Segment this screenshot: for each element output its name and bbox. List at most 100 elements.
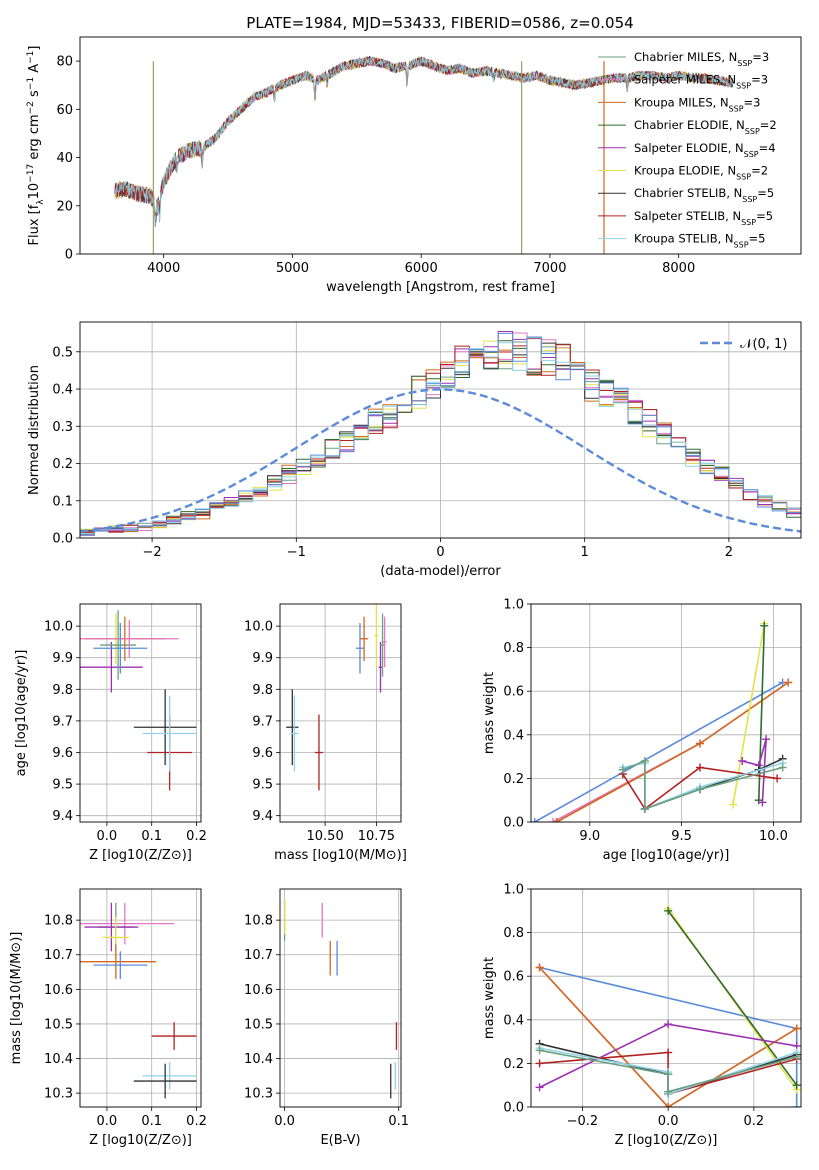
y-tick-label: 9.4	[252, 809, 273, 824]
normal-curve	[80, 388, 801, 533]
age-vs-mass-points	[286, 604, 387, 791]
y-axis-label-part: ]	[27, 46, 42, 51]
y-tick-label: 9.5	[252, 778, 273, 793]
x-tick-label: 4000	[147, 261, 180, 276]
y-tick-label: 0.3	[52, 420, 73, 435]
weight-vs-age-panel: 9.0 9.5 10.0 0.0 0.2 0.4 0.6 0.8 1.0 age [log10(a…	[482, 598, 802, 863]
y-tick-label: 0.1	[52, 494, 73, 509]
y-tick-label: 80	[56, 55, 73, 70]
y-axis-label: mass weight	[482, 957, 497, 1039]
y-axis-label-part: −1	[26, 77, 36, 90]
legend-label: Kroupa STELIB, NSSP=5	[634, 232, 765, 250]
y-tick-label: 10.0	[244, 620, 273, 635]
x-tick-label: 10.50	[307, 829, 344, 844]
x-tick-label: −0.2	[567, 1114, 599, 1129]
y-tick-label: 9.8	[52, 683, 73, 698]
x-tick-label: 6000	[405, 261, 438, 276]
y-axis-label-part: A	[27, 64, 42, 77]
y-axis-label-part: Flux [f	[27, 204, 42, 245]
x-tick-label: 0.0	[97, 1114, 118, 1129]
y-axis-label-part: −1	[26, 51, 36, 64]
y-tick-label: 9.9	[52, 651, 73, 666]
y-tick-label: 10.7	[244, 948, 273, 963]
x-tick-label: 0	[436, 545, 444, 560]
y-tick-label: 0.0	[52, 532, 73, 547]
y-tick-label: 0.4	[503, 728, 524, 743]
x-tick-label: 7000	[533, 261, 566, 276]
y-tick-label: 0.6	[503, 685, 524, 700]
legend-label: Kroupa ELODIE, NSSP=2	[634, 164, 768, 182]
y-tick-label: 9.6	[252, 746, 273, 761]
legend-label-value: =4	[759, 141, 776, 155]
legend-label: Kroupa MILES, NSSP=3	[634, 95, 760, 113]
y-tick-label: 10.8	[244, 914, 273, 929]
y-axis-label: age [log10(age/yr)]	[14, 650, 29, 777]
legend-label: Chabrier ELODIE, NSSP=2	[634, 118, 777, 136]
x-tick-label: 10.75	[358, 829, 395, 844]
y-axis-label-part: −2	[26, 101, 36, 114]
x-tick-label: 0.0	[274, 1114, 295, 1129]
y-tick-label: 0.0	[503, 1101, 524, 1116]
mass-vs-Z-panel: 0.0 0.1 0.2 10.3 10.4 10.5 10.6 10.7 10.8 Z [log1…	[9, 888, 207, 1148]
legend-label-sub: SSP	[745, 127, 760, 136]
y-tick-label: 10.8	[44, 914, 73, 929]
y-tick-label: 1.0	[503, 883, 524, 898]
y-axis-label-part: 10	[27, 183, 42, 200]
weight-line	[741, 738, 767, 803]
legend-label-value: =3	[751, 73, 768, 87]
weight-line	[732, 623, 766, 805]
x-tick-label: 1	[581, 545, 589, 560]
legend-label-name: Kroupa MILES, N	[634, 95, 729, 109]
weight-line	[622, 766, 778, 811]
y-tick-label: 9.9	[252, 651, 273, 666]
x-axis-label: Z [log10(Z/Z⊙)]	[89, 1133, 192, 1148]
legend-label-value: =5	[749, 232, 766, 246]
legend-label-name: Salpeter ELODIE, N	[634, 141, 744, 155]
legend-label-sub: SSP	[737, 59, 752, 68]
y-tick-label: 9.8	[252, 683, 273, 698]
x-tick-label: 0.1	[388, 1114, 409, 1129]
x-tick-label: −1	[287, 545, 306, 560]
y-tick-label: 10.4	[44, 1052, 73, 1067]
weight-vs-Z-lines	[535, 904, 801, 1107]
x-tick-label: 0.2	[186, 1114, 207, 1129]
legend-label-name: Chabrier STELIB, N	[634, 186, 742, 200]
legend-label-name: Kroupa STELIB, N	[634, 232, 734, 246]
y-tick-label: 0.2	[52, 457, 73, 472]
mass-vs-EBV-panel: 0.0 0.1 10.3 10.4 10.5 10.6 10.7 10.8 E(B-V)	[244, 888, 409, 1148]
y-axis-label-part: −17	[26, 164, 36, 183]
y-tick-label: 60	[56, 103, 73, 118]
weight-line	[758, 625, 766, 801]
y-tick-label: 0.4	[52, 383, 73, 398]
x-axis-label: Z [log10(Z/Z⊙)]	[89, 848, 192, 863]
y-axis-label: mass weight	[482, 672, 497, 754]
y-tick-label: 0.2	[503, 772, 524, 787]
legend-label-name: Salpeter MILES, N	[634, 73, 736, 87]
x-tick-label: 9.5	[671, 829, 692, 844]
y-tick-label: 1.0	[503, 598, 524, 613]
y-axis-label: Normed distribution	[27, 365, 42, 495]
y-tick-label: 10.3	[44, 1087, 73, 1102]
y-tick-label: 9.5	[52, 778, 73, 793]
plot-frame	[79, 603, 202, 823]
legend-label-sub: SSP	[741, 217, 756, 226]
legend-label-sub: SSP	[742, 195, 757, 204]
mass-vs-EBV-points	[283, 899, 398, 1099]
mass-vs-Z-points	[80, 902, 197, 1099]
y-tick-label: 0.6	[503, 970, 524, 985]
y-tick-label: 40	[56, 151, 73, 166]
weight-vs-Z-panel: −0.2 0.0 0.2 0.0 0.2 0.4 0.6 0.8 1.0 Z [log10(Z/Z…	[482, 883, 802, 1148]
legend-label-value: =5	[757, 186, 774, 200]
x-tick-label: 5000	[276, 261, 309, 276]
x-axis-label: Z [log10(Z/Z⊙)]	[615, 1133, 718, 1148]
age-vs-mass-panel: 10.50 10.75 9.4 9.5 9.6 9.7 9.8 9.9 10.0 mass [lo…	[244, 603, 407, 863]
y-tick-label: 10.6	[244, 983, 273, 998]
y-tick-label: 10.6	[44, 983, 73, 998]
y-tick-label: 9.4	[52, 809, 73, 824]
x-tick-label: 0.1	[141, 829, 162, 844]
plot-frame	[79, 888, 202, 1108]
legend-label-sub: SSP	[734, 240, 749, 249]
spectrum-panel: 4000 5000 6000 7000 8000 0 20 40 60 80 wavelength …	[26, 36, 802, 295]
legend-label-name: Chabrier ELODIE, N	[634, 118, 745, 132]
